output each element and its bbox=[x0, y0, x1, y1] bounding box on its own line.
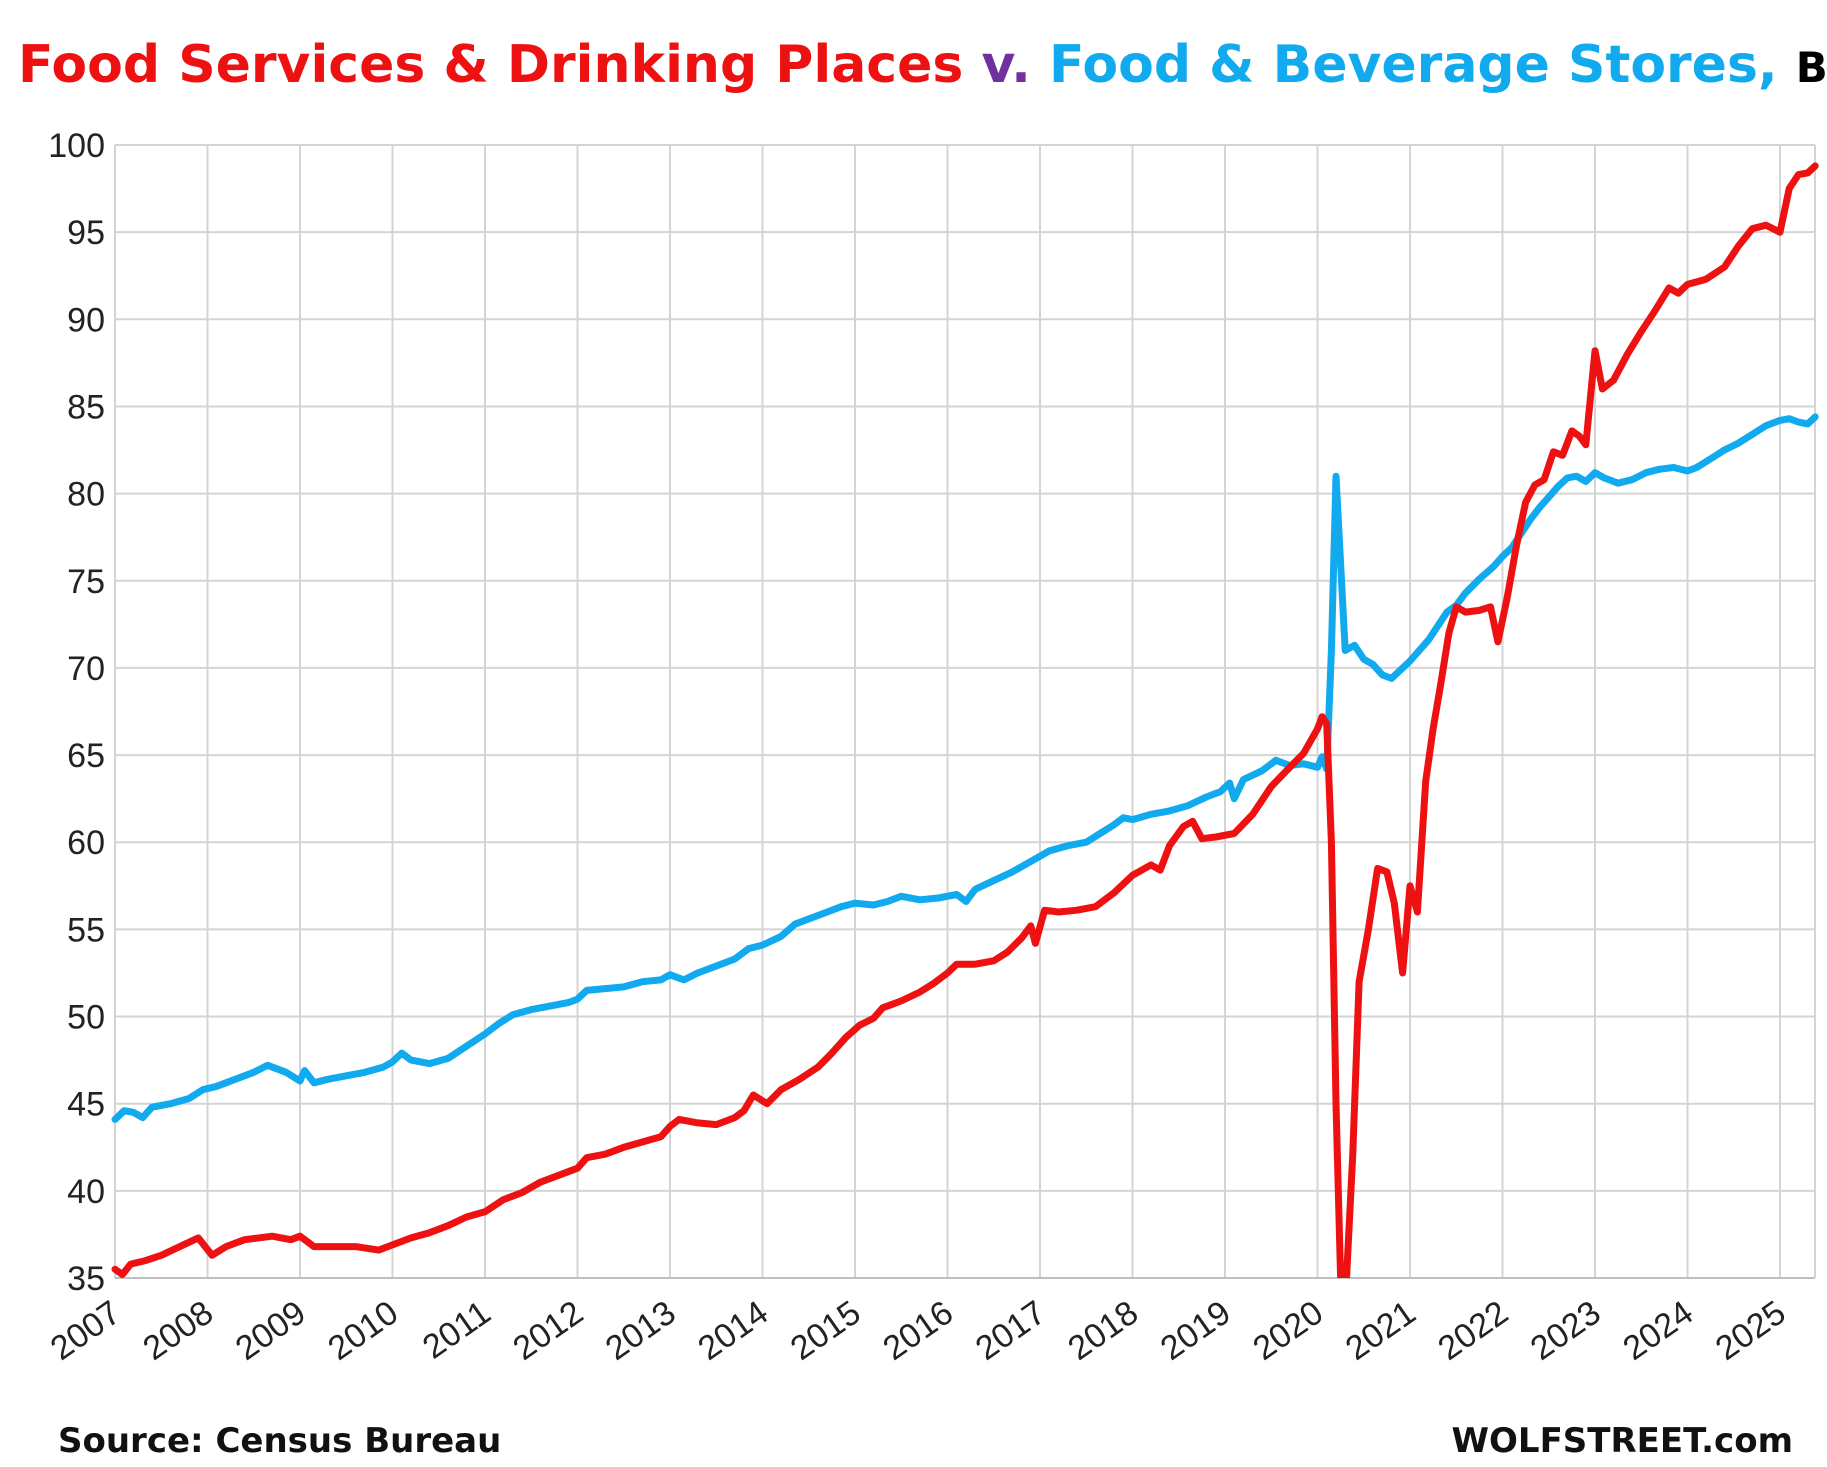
y-tick-label: 75 bbox=[67, 563, 105, 601]
y-tick-label: 55 bbox=[67, 911, 105, 949]
brand-watermark: WOLFSTREET.com bbox=[1452, 1421, 1794, 1461]
gridlines bbox=[114, 144, 1815, 1279]
y-tick-label: 70 bbox=[67, 650, 105, 688]
y-axis-ticks: 35 40 45 50 55 60 65 70 75 80 85 90 95 100 bbox=[48, 127, 105, 1298]
y-tick-label: 100 bbox=[48, 127, 105, 165]
x-tick-label: 2020 bbox=[1246, 1293, 1330, 1368]
y-tick-label: 95 bbox=[67, 214, 105, 252]
title-part-food-services: Food Services & Drinking Places bbox=[18, 35, 981, 95]
y-tick-label: 60 bbox=[67, 824, 105, 862]
x-tick-label: 2013 bbox=[599, 1293, 683, 1368]
x-tick-label: 2025 bbox=[1709, 1293, 1793, 1368]
x-tick-label: 2007 bbox=[44, 1293, 128, 1368]
x-tick-label: 2016 bbox=[876, 1293, 960, 1368]
y-tick-label: 40 bbox=[67, 1173, 105, 1211]
y-tick-label: 35 bbox=[67, 1260, 105, 1298]
series-line-food-beverage-stores bbox=[111, 413, 1819, 1123]
x-tick-label: 2017 bbox=[969, 1293, 1053, 1368]
x-tick-label: 2008 bbox=[136, 1293, 220, 1368]
title-part-unit: Billion $ bbox=[1796, 43, 1827, 92]
x-tick-label: 2021 bbox=[1339, 1293, 1423, 1368]
x-axis-ticks: 2007 2008 2009 2010 2011 2012 2013 2014 2015 2016… bbox=[44, 1293, 1793, 1368]
x-tick-label: 2015 bbox=[784, 1293, 868, 1368]
x-tick-label: 2009 bbox=[229, 1293, 313, 1368]
x-tick-label: 2019 bbox=[1154, 1293, 1238, 1368]
series-line-food-services bbox=[111, 162, 1819, 1278]
x-tick-label: 2010 bbox=[321, 1293, 405, 1368]
y-tick-label: 65 bbox=[67, 737, 105, 775]
x-tick-label: 2023 bbox=[1524, 1293, 1608, 1368]
x-tick-label: 2012 bbox=[506, 1293, 590, 1368]
x-tick-label: 2022 bbox=[1431, 1293, 1515, 1368]
plot-area bbox=[115, 145, 1816, 1279]
y-tick-label: 50 bbox=[67, 999, 105, 1037]
source-note: Source: Census Bureau bbox=[58, 1421, 501, 1461]
y-tick-label: 85 bbox=[67, 388, 105, 426]
x-tick-label: 2024 bbox=[1616, 1293, 1700, 1368]
series-layer bbox=[111, 162, 1819, 1278]
y-tick-label: 45 bbox=[67, 1086, 105, 1124]
x-tick-label: 2014 bbox=[691, 1293, 775, 1368]
y-tick-label: 80 bbox=[67, 476, 105, 514]
x-tick-label: 2018 bbox=[1061, 1293, 1145, 1368]
chart-title: Food Services & Drinking Places v. Food … bbox=[18, 35, 1827, 95]
x-tick-label: 2011 bbox=[416, 1293, 498, 1366]
title-part-food-beverage-stores: Food & Beverage Stores, bbox=[1049, 35, 1796, 95]
title-part-versus: v. bbox=[981, 35, 1049, 95]
y-tick-label: 90 bbox=[67, 301, 105, 339]
